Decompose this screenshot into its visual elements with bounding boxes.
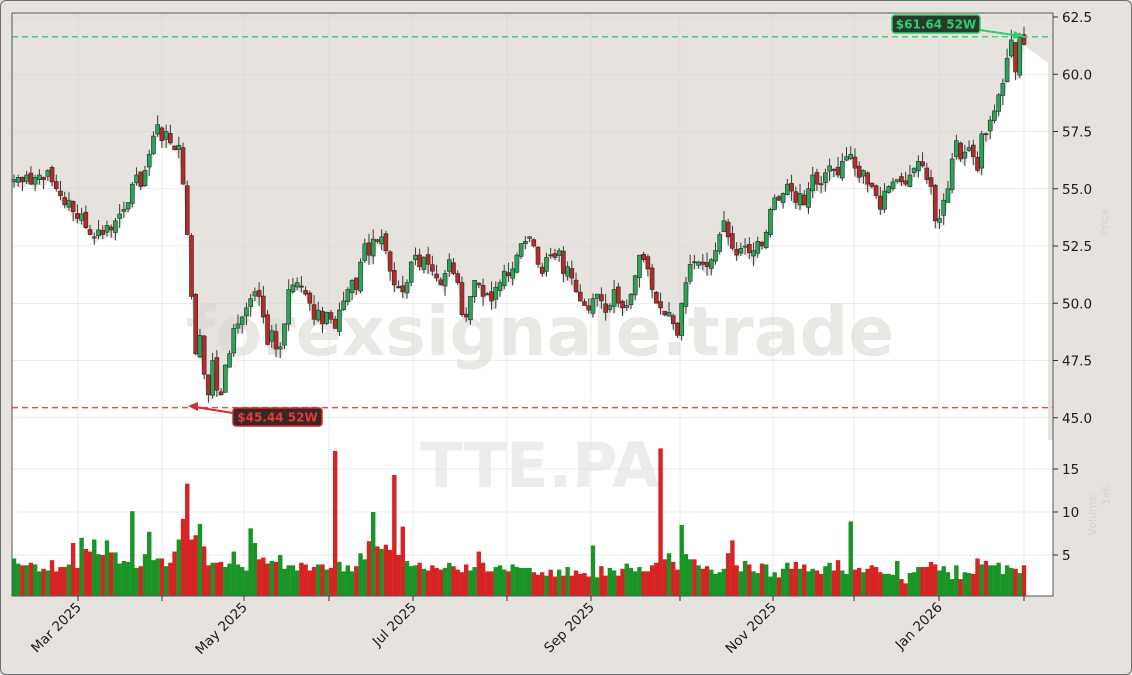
volume-unit-label: 1e6 bbox=[1100, 485, 1113, 506]
low-52w-label: $45.44 52W bbox=[237, 411, 317, 425]
price-axis-label: Price bbox=[1098, 208, 1111, 235]
svg-text:62.5: 62.5 bbox=[1062, 10, 1092, 26]
svg-text:50.0: 50.0 bbox=[1062, 296, 1092, 312]
volume-axis-label: Volume bbox=[1086, 494, 1099, 535]
svg-text:Nov 2025: Nov 2025 bbox=[723, 600, 780, 657]
svg-text:Jan 2026: Jan 2026 bbox=[892, 600, 946, 654]
volume-axis: 5 10 15 bbox=[1053, 462, 1079, 564]
svg-text:Jul 2025: Jul 2025 bbox=[369, 600, 420, 651]
svg-text:Mar 2025: Mar 2025 bbox=[28, 600, 85, 657]
svg-text:10: 10 bbox=[1062, 505, 1079, 521]
svg-text:Sep 2025: Sep 2025 bbox=[541, 600, 598, 657]
volume-bars bbox=[12, 448, 1027, 596]
svg-text:57.5: 57.5 bbox=[1062, 125, 1092, 141]
svg-text:15: 15 bbox=[1062, 462, 1079, 478]
svg-text:55.0: 55.0 bbox=[1062, 182, 1092, 198]
low-52w-annotation: $45.44 52W bbox=[188, 402, 323, 427]
high-52w-annotation: $61.64 52W bbox=[891, 14, 1024, 39]
price-axis: 45.0 47.5 50.0 52.5 55.0 57.5 60.0 62.5 bbox=[1053, 10, 1092, 427]
svg-text:47.5: 47.5 bbox=[1062, 354, 1092, 370]
ticker-watermark: TTE.PA bbox=[420, 429, 660, 502]
plot-border bbox=[11, 12, 1054, 597]
svg-text:60.0: 60.0 bbox=[1062, 67, 1092, 83]
date-axis: Mar 2025 May 2025 Jul 2025 Sep 2025 Nov 2025… bbox=[28, 596, 1025, 658]
svg-text:5: 5 bbox=[1062, 548, 1071, 564]
svg-text:45.0: 45.0 bbox=[1062, 411, 1092, 427]
high-52w-label: $61.64 52W bbox=[896, 18, 976, 32]
price-area-fill bbox=[12, 45, 1048, 440]
svg-text:May 2025: May 2025 bbox=[192, 600, 250, 658]
candlestick-series bbox=[12, 26, 1027, 403]
site-watermark: forexsignale.trade bbox=[186, 293, 895, 372]
svg-text:52.5: 52.5 bbox=[1062, 239, 1092, 255]
